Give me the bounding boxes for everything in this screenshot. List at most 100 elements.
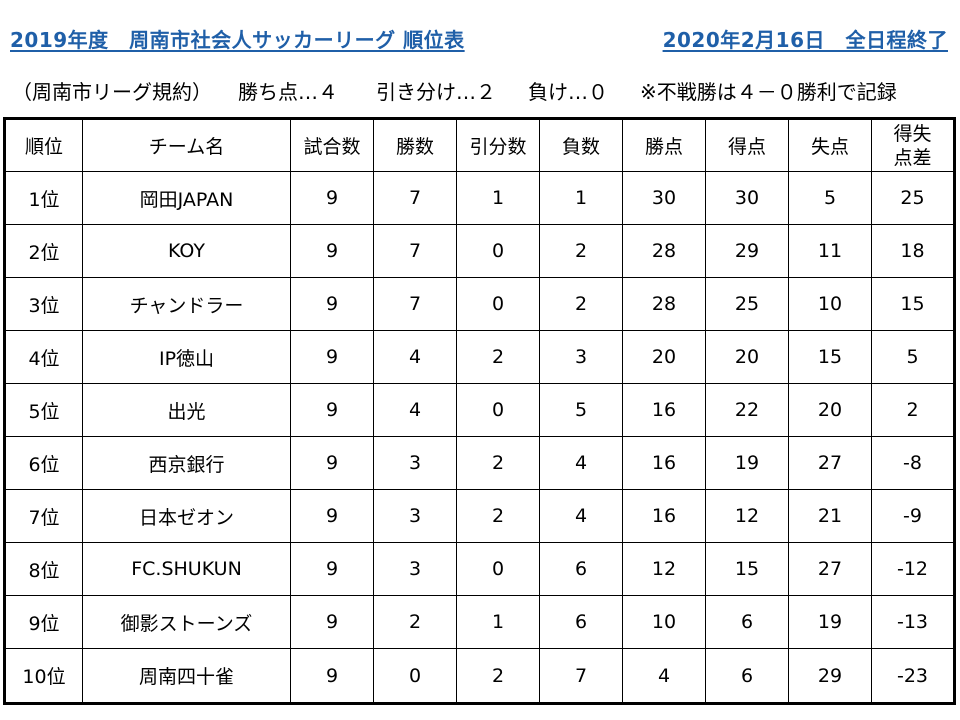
cell-team: 周南四十雀 [82,648,291,704]
cell-played: 9 [290,383,374,437]
header-goals-against: 失点 [788,118,872,172]
cell-team: 出光 [82,383,291,437]
cell-lost: 4 [539,436,623,490]
cell-drawn: 2 [456,489,540,543]
rules-row: （周南市リーグ規約） 勝ち点…４ 引き分け…２ 負け…０ ※不戦勝は４－０勝利で… [0,72,960,108]
header-goals-for: 得点 [705,118,789,172]
cell-goal-difference: 18 [871,224,955,278]
header-rank: 順位 [4,118,83,172]
cell-goals-for: 12 [705,489,789,543]
cell-drawn: 0 [456,383,540,437]
cell-lost: 5 [539,383,623,437]
cell-goals-against: 5 [788,171,872,225]
rule-win-points: 勝ち点…４ [238,80,338,104]
cell-team: FC.SHUKUN [82,542,291,596]
cell-played: 9 [290,436,374,490]
cell-goals-for: 22 [705,383,789,437]
cell-goals-for: 30 [705,171,789,225]
schedule-status: 2020年2月16日 全日程終了 [662,28,948,52]
cell-points: 10 [622,595,706,649]
table-row: 5位 出光 9 4 0 5 16 22 20 2 [4,383,955,437]
header-won: 勝数 [373,118,457,172]
cell-team: KOY [82,224,291,278]
rule-loss-points: 負け…０ [528,80,608,104]
cell-won: 7 [373,224,457,278]
cell-goals-against: 15 [788,330,872,384]
cell-played: 9 [290,648,374,704]
cell-points: 16 [622,436,706,490]
cell-lost: 6 [539,542,623,596]
table-row: 10位 周南四十雀 9 0 2 7 4 6 29 -23 [4,648,955,704]
cell-goals-against: 29 [788,648,872,704]
standings-table: 順位 チーム名 試合数 勝数 引分数 負数 勝点 得点 失点 得失 点差 1位岡… [3,117,956,705]
cell-rank: 1位 [4,171,83,225]
header-row: 順位 チーム名 試合数 勝数 引分数 負数 勝点 得点 失点 得失 点差 [4,118,955,172]
rule-draw-points: 引き分け…２ [376,80,496,104]
cell-goal-difference: 5 [871,330,955,384]
cell-rank: 6位 [4,436,83,490]
cell-goals-against: 11 [788,224,872,278]
cell-points: 28 [622,277,706,331]
cell-lost: 4 [539,489,623,543]
cell-points: 12 [622,542,706,596]
rule-forfeit-note: ※不戦勝は４－０勝利で記録 [640,80,897,104]
cell-goals-against: 10 [788,277,872,331]
cell-goals-against: 27 [788,542,872,596]
cell-team: 日本ゼオン [82,489,291,543]
cell-drawn: 1 [456,595,540,649]
cell-played: 9 [290,489,374,543]
cell-rank: 10位 [4,648,83,704]
table-row: 3位 チャンドラー 9 7 0 2 28 25 10 15 [4,277,955,331]
cell-team: 西京銀行 [82,436,291,490]
cell-played: 9 [290,171,374,225]
cell-team: IP徳山 [82,330,291,384]
cell-rank: 2位 [4,224,83,278]
header-lost: 負数 [539,118,623,172]
cell-goals-for: 19 [705,436,789,490]
title-row: 2019年度 周南市社会人サッカーリーグ 順位表 2020年2月16日 全日程終… [0,0,960,62]
table-row: 8位 FC.SHUKUN 9 3 0 6 12 15 27 -12 [4,542,955,596]
cell-goal-difference: 15 [871,277,955,331]
cell-lost: 2 [539,277,623,331]
cell-goals-against: 19 [788,595,872,649]
cell-drawn: 0 [456,277,540,331]
table-row: 4位 IP徳山 9 4 2 3 20 20 15 5 [4,330,955,384]
cell-points: 4 [622,648,706,704]
header-points: 勝点 [622,118,706,172]
cell-won: 0 [373,648,457,704]
cell-goals-for: 25 [705,277,789,331]
header-goal-difference: 得失 点差 [871,118,955,172]
cell-goal-difference: 25 [871,171,955,225]
cell-drawn: 0 [456,542,540,596]
cell-goals-for: 29 [705,224,789,278]
cell-goals-for: 6 [705,595,789,649]
cell-lost: 1 [539,171,623,225]
cell-lost: 3 [539,330,623,384]
cell-drawn: 2 [456,330,540,384]
cell-rank: 5位 [4,383,83,437]
cell-points: 16 [622,489,706,543]
page-title: 2019年度 周南市社会人サッカーリーグ 順位表 [10,28,465,52]
cell-rank: 9位 [4,595,83,649]
table-row: 7位 日本ゼオン 9 3 2 4 16 12 21 -9 [4,489,955,543]
cell-goals-against: 20 [788,383,872,437]
cell-goals-against: 27 [788,436,872,490]
cell-drawn: 2 [456,648,540,704]
cell-team: チャンドラー [82,277,291,331]
cell-goals-against: 21 [788,489,872,543]
cell-drawn: 1 [456,171,540,225]
header-gd-line1: 得失 [893,122,932,145]
cell-goal-difference: -9 [871,489,955,543]
cell-won: 3 [373,542,457,596]
cell-won: 3 [373,436,457,490]
cell-played: 9 [290,224,374,278]
cell-rank: 4位 [4,330,83,384]
table-row: 9位 御影ストーンズ 9 2 1 6 10 6 19 -13 [4,595,955,649]
cell-points: 20 [622,330,706,384]
table-row: 1位 岡田JAPAN 9 7 1 1 30 30 5 25 [4,171,955,225]
cell-goal-difference: -8 [871,436,955,490]
rules-label: （周南市リーグ規約） [12,80,212,104]
cell-drawn: 0 [456,224,540,278]
cell-goal-difference: 2 [871,383,955,437]
table-row: 6位 西京銀行 9 3 2 4 16 19 27 -8 [4,436,955,490]
